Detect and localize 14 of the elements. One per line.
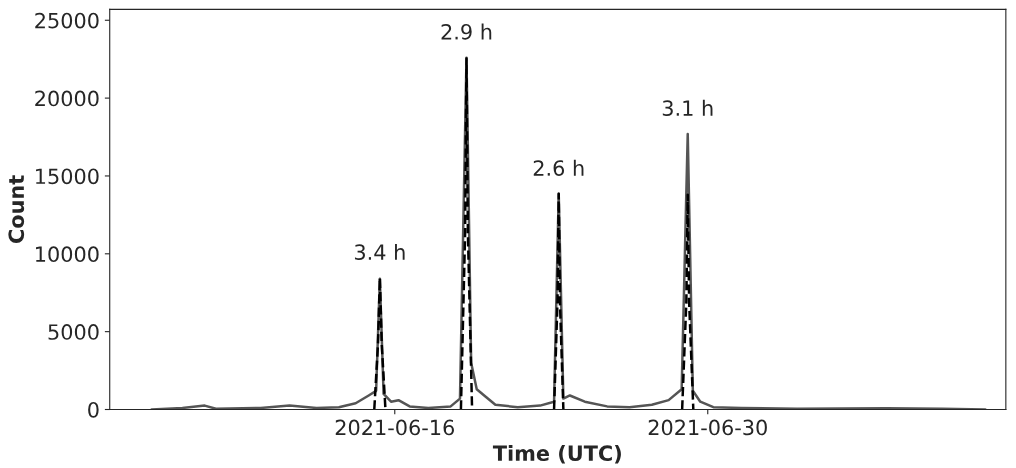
x-axis-title: Time (UTC) — [492, 444, 621, 464]
y-axis-title: Count — [8, 175, 25, 243]
y-tick-label: 20000 — [35, 90, 99, 107]
y-tick-label: 15000 — [36, 168, 99, 185]
annotation: 3.4 h — [354, 243, 405, 261]
y-tick-label: 10000 — [36, 246, 99, 263]
annotation: 3.1 h — [662, 99, 713, 116]
x-tick-label: 2021-06-16 — [335, 419, 454, 436]
x-tick-label: 2021-06-30 — [648, 419, 767, 436]
y-tick-label: 5000 — [48, 324, 99, 340]
y-tick-label: 25000 — [35, 12, 99, 29]
y-tick-label: 0 — [88, 401, 99, 418]
annotation: 2.6 h — [533, 159, 584, 176]
annotation: 2.9 h — [441, 23, 492, 40]
